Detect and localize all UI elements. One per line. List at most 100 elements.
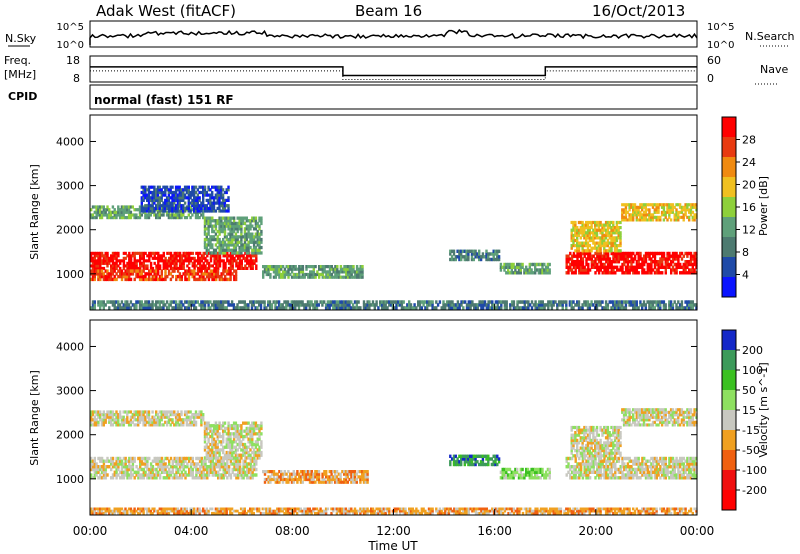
data-cell	[351, 303, 355, 307]
data-cell	[673, 215, 676, 219]
data-cell	[137, 274, 140, 279]
data-cell	[348, 303, 351, 307]
data-cell	[236, 251, 239, 255]
data-cell	[229, 473, 233, 477]
data-cell	[272, 477, 276, 482]
data-cell	[178, 476, 182, 480]
data-cell	[171, 418, 174, 422]
data-cell	[165, 306, 169, 310]
data-cell	[312, 270, 315, 274]
data-cell	[606, 249, 610, 253]
data-cell	[539, 303, 543, 307]
data-cell	[177, 259, 180, 263]
data-cell	[447, 306, 451, 310]
data-cell	[174, 188, 178, 192]
data-cell	[576, 244, 579, 248]
data-cell	[164, 201, 167, 205]
data-cell	[298, 270, 301, 274]
data-cell	[200, 459, 204, 463]
data-cell	[95, 261, 98, 265]
data-cell	[196, 216, 199, 220]
data-cell	[235, 261, 238, 265]
data-cell	[202, 274, 205, 279]
data-cell	[596, 254, 599, 258]
data-cell	[129, 266, 133, 270]
data-cell	[632, 271, 635, 275]
data-cell	[357, 267, 361, 271]
data-cell	[111, 456, 115, 461]
data-cell	[165, 300, 169, 304]
data-cell	[579, 306, 582, 310]
data-cell	[198, 256, 202, 260]
data-cell	[140, 206, 143, 210]
data-cell	[175, 456, 178, 461]
data-cell	[626, 218, 629, 222]
data-cell	[146, 303, 149, 307]
data-cell	[235, 465, 238, 469]
data-cell	[151, 204, 154, 208]
data-cell	[251, 421, 254, 425]
data-cell	[603, 249, 606, 253]
data-cell	[254, 300, 257, 304]
data-cell	[242, 216, 245, 220]
data-cell	[682, 215, 685, 219]
data-cell	[465, 306, 469, 310]
data-cell	[617, 228, 620, 232]
data-cell	[234, 453, 238, 457]
data-cell	[213, 266, 216, 270]
data-cell	[217, 465, 220, 469]
data-cell	[236, 303, 239, 307]
data-cell	[205, 434, 208, 439]
data-cell	[211, 201, 214, 205]
data-cell	[100, 259, 104, 263]
data-cell	[211, 193, 214, 197]
data-cell	[207, 470, 211, 474]
data-cell	[222, 476, 225, 480]
data-cell	[253, 462, 256, 466]
data-cell	[214, 453, 218, 457]
data-cell	[296, 472, 299, 476]
data-cell	[128, 272, 131, 276]
data-cell	[462, 300, 465, 304]
data-cell	[144, 185, 147, 189]
data-cell	[193, 196, 196, 200]
data-cell	[122, 259, 126, 263]
data-cell	[176, 274, 180, 279]
data-cell	[280, 267, 283, 271]
data-cell	[204, 277, 207, 282]
data-cell	[209, 196, 212, 200]
data-cell	[221, 206, 225, 210]
data-cell	[204, 251, 207, 255]
data-cell	[144, 274, 147, 279]
data-cell	[608, 241, 611, 245]
data-cell	[213, 274, 216, 279]
data-cell	[126, 420, 129, 424]
data-cell	[449, 249, 452, 253]
data-cell	[149, 185, 152, 189]
data-cell	[579, 262, 583, 267]
data-cell	[108, 459, 111, 463]
data-cell	[242, 476, 245, 480]
data-cell	[247, 227, 250, 231]
data-cell	[119, 470, 122, 474]
data-cell	[200, 204, 203, 208]
data-cell	[644, 251, 648, 256]
data-cell	[606, 262, 610, 267]
data-cell	[559, 300, 563, 304]
data-cell	[489, 300, 492, 304]
data-cell	[207, 248, 210, 252]
data-cell	[579, 226, 582, 230]
data-cell	[165, 210, 169, 214]
data-cell	[93, 300, 96, 304]
data-cell	[197, 470, 200, 474]
data-cell	[693, 215, 696, 219]
data-cell	[238, 264, 242, 268]
data-cell	[174, 420, 178, 424]
data-cell	[200, 306, 203, 310]
data-cell	[240, 240, 243, 244]
data-cell	[597, 300, 600, 304]
data-cell	[237, 264, 240, 268]
data-cell	[337, 275, 341, 279]
data-cell	[213, 473, 216, 477]
data-cell	[650, 260, 653, 264]
